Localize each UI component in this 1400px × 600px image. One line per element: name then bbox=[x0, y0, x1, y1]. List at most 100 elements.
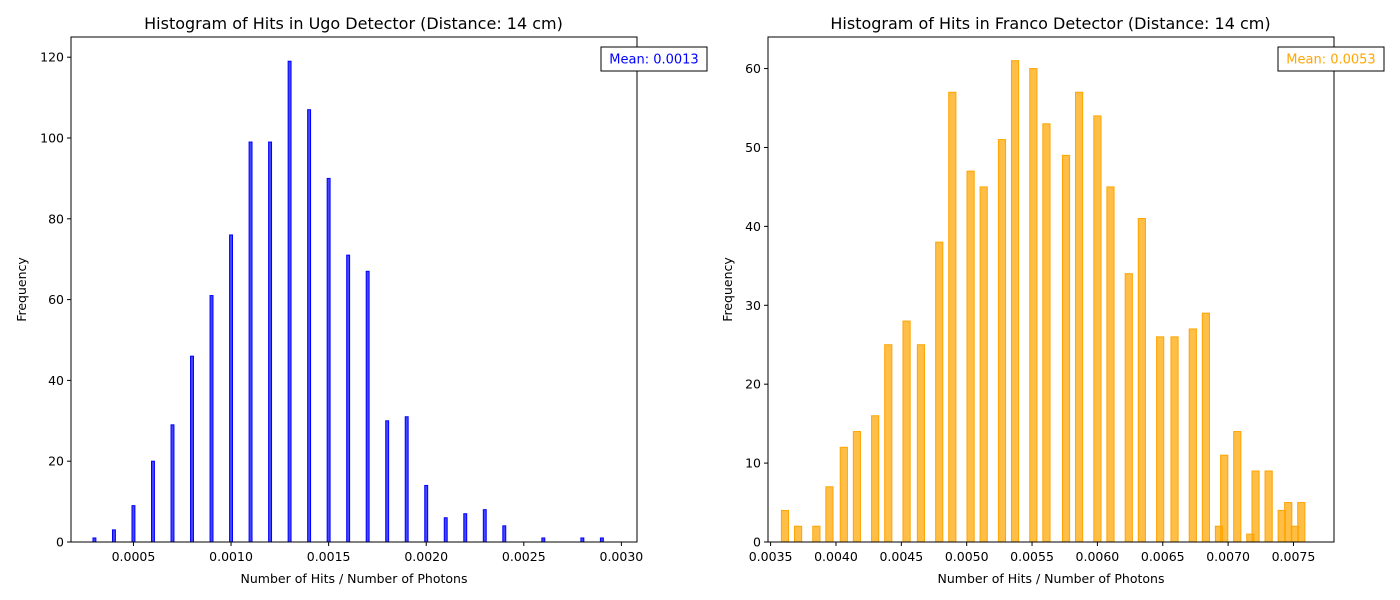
ugo-chart: Histogram of Hits in Ugo Detector (Dista… bbox=[14, 14, 708, 586]
franco-x-tick-label-6: 0.0065 bbox=[1141, 549, 1185, 564]
franco-bar-34 bbox=[1214, 525, 1224, 543]
franco-bar-31 bbox=[1264, 470, 1273, 543]
ugo-bar-22 bbox=[541, 537, 546, 543]
franco-bar-8 bbox=[902, 320, 911, 543]
franco-x-tick-label-7: 0.0070 bbox=[1206, 549, 1250, 564]
franco-bar-16 bbox=[1029, 68, 1038, 543]
ugo-y-ticks: 0 20 40 60 80 100 120 bbox=[40, 50, 71, 550]
franco-chart-title: Histogram of Hits in Franco Detector (Di… bbox=[830, 14, 1270, 33]
ugo-x-axis-label: Number of Hits / Number of Photons bbox=[241, 571, 468, 586]
ugo-y-tick-label-3: 60 bbox=[48, 292, 64, 307]
ugo-y-tick-label-1: 20 bbox=[48, 454, 64, 469]
franco-y-tick-label-6: 60 bbox=[745, 61, 761, 76]
franco-bar-15 bbox=[1010, 60, 1020, 543]
franco-y-tick-label-1: 10 bbox=[745, 456, 761, 471]
franco-mean-box bbox=[1277, 46, 1385, 72]
ugo-bar-19 bbox=[463, 513, 468, 543]
franco-y-axis-label: Frequency bbox=[720, 257, 735, 322]
franco-bar-4 bbox=[839, 446, 848, 543]
franco-bar-30 bbox=[1251, 470, 1260, 543]
franco-bar-3 bbox=[825, 486, 834, 543]
ugo-bar-4 bbox=[170, 424, 175, 543]
ugo-bar-20 bbox=[482, 509, 487, 543]
franco-y-tick-label-3: 30 bbox=[745, 298, 761, 313]
franco-bar-20 bbox=[1093, 115, 1102, 543]
franco-y-tick-label-4: 40 bbox=[745, 219, 761, 234]
franco-bar-35 bbox=[1246, 533, 1255, 543]
ugo-mean-label: Mean: 0.0013 bbox=[609, 53, 698, 68]
franco-bar-29 bbox=[1233, 431, 1242, 543]
ugo-bar-0 bbox=[92, 537, 97, 543]
franco-x-ticks: 0.0035 0.0040 0.0045 0.0050 0.0055 0.0060 0.00… bbox=[749, 542, 1316, 564]
ugo-bar-8 bbox=[248, 141, 253, 543]
ugo-y-tick-label-5: 100 bbox=[40, 131, 64, 146]
franco-y-tick-label-2: 20 bbox=[745, 377, 761, 392]
franco-bars bbox=[780, 60, 1306, 543]
franco-x-tick-label-8: 0.0075 bbox=[1272, 549, 1316, 564]
ugo-bar-2 bbox=[131, 505, 136, 543]
franco-bar-0 bbox=[780, 509, 790, 543]
ugo-bar-3 bbox=[151, 460, 155, 543]
ugo-chart-title: Histogram of Hits in Ugo Detector (Dista… bbox=[144, 14, 563, 33]
franco-bar-19 bbox=[1075, 91, 1084, 543]
franco-bar-37 bbox=[1290, 525, 1299, 543]
ugo-bar-7 bbox=[229, 234, 234, 543]
franco-x-tick-label-1: 0.0040 bbox=[814, 549, 858, 564]
ugo-y-tick-label-2: 40 bbox=[48, 373, 64, 388]
ugo-bar-21 bbox=[502, 525, 507, 543]
franco-bar-27 bbox=[1201, 312, 1210, 543]
franco-bar-21 bbox=[1106, 186, 1115, 543]
ugo-y-tick-label-6: 120 bbox=[40, 50, 64, 65]
ugo-x-tick-label-3: 0.0020 bbox=[404, 549, 448, 564]
ugo-bar-10 bbox=[287, 60, 292, 543]
franco-bar-1 bbox=[793, 525, 803, 543]
franco-y-tick-label-0: 0 bbox=[753, 535, 761, 550]
franco-chart: Histogram of Hits in Franco Detector (Di… bbox=[720, 14, 1385, 586]
franco-x-axis-label: Number of Hits / Number of Photons bbox=[938, 571, 1165, 586]
ugo-bar-24 bbox=[599, 537, 604, 543]
franco-bar-36 bbox=[1277, 509, 1286, 543]
franco-bar-17 bbox=[1042, 123, 1051, 543]
franco-bar-7 bbox=[884, 344, 893, 543]
franco-bar-22 bbox=[1124, 273, 1133, 543]
franco-bar-12 bbox=[966, 170, 975, 543]
franco-bar-6 bbox=[871, 415, 880, 543]
franco-bar-10 bbox=[935, 241, 944, 543]
franco-bar-23 bbox=[1137, 217, 1146, 543]
ugo-y-axis-label: Frequency bbox=[14, 257, 29, 322]
ugo-bar-23 bbox=[580, 537, 585, 543]
franco-bar-14 bbox=[997, 139, 1007, 543]
franco-y-ticks: 0 10 20 30 40 50 60 bbox=[745, 61, 768, 550]
ugo-y-tick-label-4: 80 bbox=[48, 211, 64, 226]
franco-mean-label: Mean: 0.0053 bbox=[1286, 53, 1375, 68]
franco-plot-frame bbox=[767, 36, 1335, 543]
ugo-mean-box bbox=[600, 46, 708, 72]
franco-y-tick-label-5: 50 bbox=[745, 140, 761, 155]
franco-bar-18 bbox=[1061, 154, 1071, 543]
ugo-x-tick-label-0: 0.0005 bbox=[112, 549, 156, 564]
ugo-bar-14 bbox=[365, 270, 370, 543]
franco-bar-5 bbox=[852, 431, 861, 543]
franco-x-tick-label-5: 0.0060 bbox=[1076, 549, 1120, 564]
franco-bar-26 bbox=[1188, 328, 1197, 543]
ugo-x-ticks: 0.0005 0.0010 0.0015 0.0020 0.0025 0.0030 bbox=[112, 542, 644, 564]
franco-x-tick-label-2: 0.0045 bbox=[879, 549, 923, 564]
ugo-bar-12 bbox=[326, 177, 331, 543]
ugo-bar-13 bbox=[346, 254, 351, 543]
franco-x-tick-label-0: 0.0035 bbox=[749, 549, 793, 564]
ugo-bar-5 bbox=[190, 355, 194, 543]
ugo-x-tick-label-5: 0.0030 bbox=[600, 549, 644, 564]
franco-bar-11 bbox=[948, 91, 957, 543]
ugo-y-tick-label-0: 0 bbox=[56, 535, 64, 550]
ugo-bar-18 bbox=[443, 517, 448, 543]
ugo-bar-17 bbox=[424, 484, 429, 543]
ugo-bar-6 bbox=[209, 295, 214, 543]
ugo-bar-1 bbox=[111, 529, 116, 543]
ugo-x-tick-label-1: 0.0010 bbox=[209, 549, 253, 564]
franco-x-tick-label-4: 0.0055 bbox=[1010, 549, 1054, 564]
franco-bar-25 bbox=[1170, 336, 1179, 543]
franco-bar-13 bbox=[979, 186, 988, 543]
ugo-x-tick-label-4: 0.0025 bbox=[502, 549, 546, 564]
ugo-plot-frame bbox=[70, 36, 638, 543]
